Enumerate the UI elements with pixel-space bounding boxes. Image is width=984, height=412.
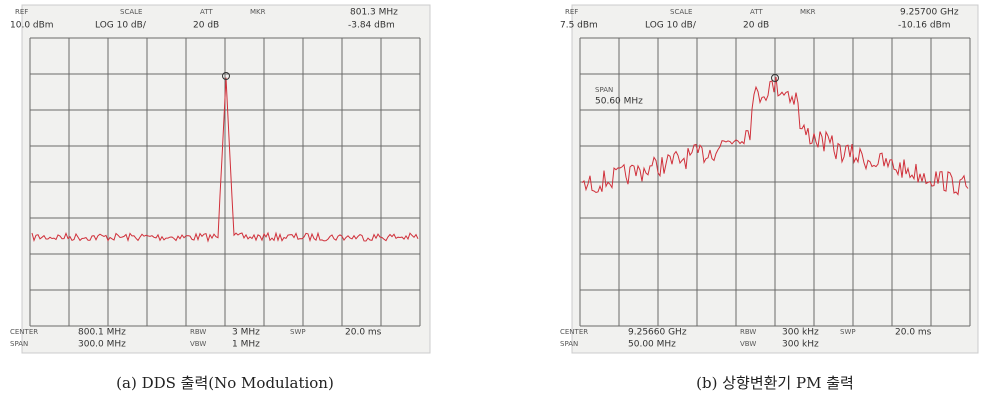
value: 10.0 dBm <box>10 21 54 31</box>
label: MKR <box>250 8 266 16</box>
value: 800.1 MHz <box>78 328 126 338</box>
value: 20.0 ms <box>895 328 932 338</box>
label: ATT <box>200 8 213 16</box>
label: CENTER <box>10 328 38 336</box>
label: SCALE <box>670 8 692 16</box>
value: 801.3 MHz <box>350 8 398 18</box>
value: -10.16 dBm <box>898 21 951 31</box>
value: 300 kHz <box>782 328 819 338</box>
label: RBW <box>740 328 756 336</box>
label: SCALE <box>120 8 142 16</box>
marker <box>771 74 779 82</box>
value: 20.0 ms <box>345 328 382 338</box>
marker-note: 50.60 MHz <box>595 97 643 107</box>
caption: (b) 상향변환기 PM 출력 <box>696 374 854 392</box>
marker-note: SPAN <box>595 86 613 94</box>
label: SPAN <box>560 340 578 348</box>
label: RBW <box>190 328 206 336</box>
trace <box>31 77 419 243</box>
screen <box>21 4 431 354</box>
value: LOG 10 dB/ <box>95 21 147 31</box>
value: 9.25700 GHz <box>900 8 959 18</box>
value: LOG 10 dB/ <box>645 21 697 31</box>
value: -3.84 dBm <box>348 21 395 31</box>
trace <box>581 76 969 196</box>
value: 300.0 MHz <box>78 340 126 350</box>
value: 300 kHz <box>782 340 819 350</box>
label: CENTER <box>560 328 588 336</box>
caption: (a) DDS 출력(No Modulation) <box>116 374 334 392</box>
label: ATT <box>750 8 763 16</box>
value: 20 dB <box>193 21 219 31</box>
label: SWP <box>840 328 856 336</box>
value: 9.25660 GHz <box>628 328 687 338</box>
label: VBW <box>190 340 206 348</box>
label: SWP <box>290 328 306 336</box>
value: 7.5 dBm <box>560 21 598 31</box>
label: REF <box>15 8 28 16</box>
value: 1 MHz <box>232 340 260 350</box>
marker <box>222 72 230 80</box>
label: REF <box>565 8 578 16</box>
value: 20 dB <box>743 21 769 31</box>
label: VBW <box>740 340 756 348</box>
label: SPAN <box>10 340 28 348</box>
label: MKR <box>800 8 816 16</box>
value: 3 MHz <box>232 328 260 338</box>
value: 50.00 MHz <box>628 340 676 350</box>
